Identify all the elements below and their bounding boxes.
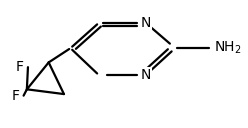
Text: N: N — [141, 16, 151, 30]
Text: F: F — [16, 60, 24, 74]
Text: N: N — [141, 68, 151, 82]
Text: F: F — [12, 89, 20, 103]
Text: NH$_2$: NH$_2$ — [215, 40, 242, 56]
